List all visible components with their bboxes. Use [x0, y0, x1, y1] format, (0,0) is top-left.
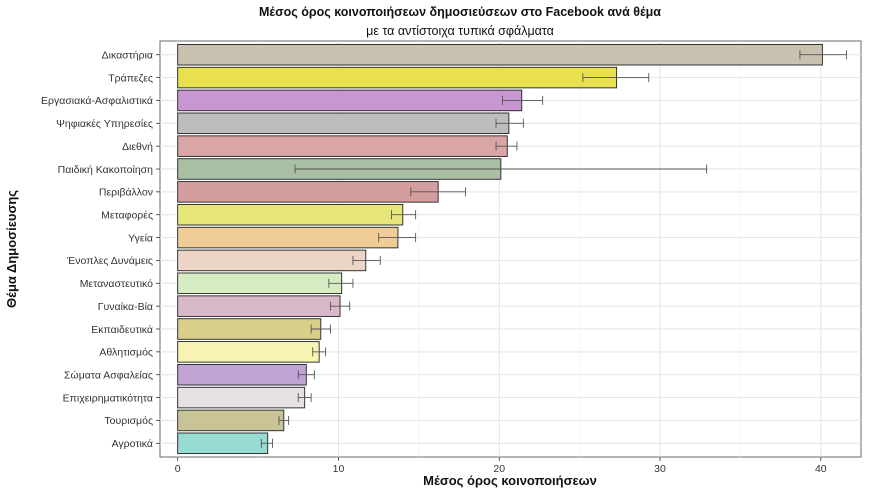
x-tick-labels: 0 10 20 30 40: [175, 457, 827, 475]
bar-17: [177, 409, 285, 432]
x-tick-label: 10: [333, 463, 345, 475]
x-tick-label: 0: [175, 463, 181, 475]
y-tick-label: Παιδική Κακοποίηση: [58, 164, 154, 176]
y-tick-label: Επιχειρηματικότητα: [63, 392, 153, 404]
chart-subtitle: με τα αντίστοιχα τυπικά σφάλματα: [366, 24, 554, 38]
bar-11: [177, 272, 343, 295]
x-tick-label: 30: [654, 463, 666, 475]
y-tick-label: Υγεία: [128, 232, 153, 244]
bar-15: [177, 363, 307, 386]
error-bar-layer: [260, 50, 847, 448]
bar-14: [177, 341, 320, 363]
y-tick-label: Εκπαιδευτικά: [91, 324, 153, 336]
bar-2: [177, 66, 618, 89]
y-tick-label: Ένοπλες Δυνάμεις: [66, 255, 153, 267]
y-tick-label: Περιβάλλον: [99, 187, 153, 199]
y-tick-label: Σώματα Ασφαλείας: [64, 370, 153, 382]
bar-10: [177, 249, 367, 272]
bar-13: [177, 318, 322, 340]
chart-title: Μέσος όρος κοινοποιήσεων δημοσιεύσεων στ…: [259, 5, 661, 19]
bar-8: [177, 203, 404, 226]
bar-layer: [177, 43, 823, 455]
bar-1: [177, 43, 823, 66]
bar-12: [177, 295, 341, 317]
y-tick-label: Τράπεζες: [108, 72, 153, 84]
x-axis-label: Μέσος όρος κοινοποιήσεων: [423, 473, 597, 488]
y-tick-label: Μεταναστευτικό: [80, 278, 153, 290]
bar-3: [177, 89, 523, 112]
y-tick-label: Αθλητισμός: [99, 347, 153, 359]
y-tick-label: Ψηφιακές Υπηρεσίες: [56, 118, 153, 130]
y-tick-label: Εργασιακά-Ασφαλιστικά: [41, 95, 153, 107]
y-tick-label: Γυναίκα-Βία: [98, 301, 153, 313]
y-tick-label: Τουρισμός: [104, 415, 153, 427]
y-axis-label: Θέμα Δημοσίευσης: [4, 190, 19, 308]
bar-4: [177, 112, 510, 135]
bar-5: [177, 135, 508, 157]
y-tick-label: Αγροτικά: [112, 438, 153, 450]
y-tick-label: Διεθνή: [122, 141, 153, 153]
y-tick-label: Δικαστήρια: [102, 50, 153, 62]
y-tick-labels: Δικαστήρια Τράπεζες Εργασιακά-Ασφαλιστικά Ψ…: [41, 50, 160, 450]
bar-18: [177, 432, 269, 455]
bar-7: [177, 181, 439, 203]
x-tick-label: 40: [815, 463, 827, 475]
y-tick-label: Μεταφορές: [101, 210, 153, 222]
bar-9: [177, 226, 399, 249]
bar-16: [177, 386, 306, 409]
x-tick-label: 20: [493, 463, 505, 475]
